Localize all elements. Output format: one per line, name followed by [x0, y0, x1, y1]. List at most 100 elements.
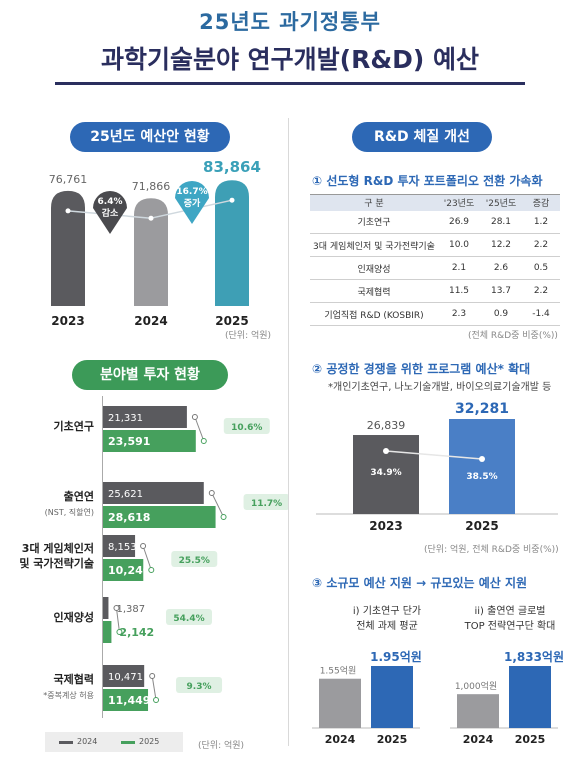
- sector-value-label: 1,387: [116, 604, 145, 615]
- table-row: 기업직접 R&D (KOSBIR) 2.3 0.9 -1.4: [310, 302, 560, 326]
- table-header: '25년도: [480, 194, 522, 211]
- table-cell: 2.6: [480, 256, 522, 280]
- program-share-label: 34.9%: [370, 468, 401, 478]
- table-header: 증감: [522, 194, 560, 211]
- section2-unit: (단위: 억원, 전체 R&D중 비중(%)): [424, 545, 559, 555]
- table-cell: 2.1: [438, 256, 480, 280]
- table-row: 인재양성 2.1 2.6 0.5: [310, 256, 560, 280]
- table-cell: 3대 게임체인저 및 국가전략기술: [310, 233, 438, 257]
- sector-connector: [142, 545, 152, 571]
- budget-year-label: 2025: [215, 314, 248, 328]
- top-research-chart: 1,000억원 2024 1,833억원 2025: [450, 650, 564, 746]
- section3-sub-i-line2: 전체 과제 평균: [356, 621, 418, 632]
- table-cell: 기업직접 R&D (KOSBIR): [310, 302, 438, 326]
- section2-title: ② 공정한 경쟁을 위한 프로그램 예산* 확대: [312, 362, 531, 376]
- program-year-label: 2023: [369, 519, 402, 533]
- sector-bar-2025: [103, 506, 216, 528]
- growth-badge-text: 9.3%: [187, 682, 212, 692]
- section1-title: ① 선도형 R&D 투자 포트폴리오 전환 가속화: [312, 174, 543, 188]
- budget-overview-pill: 25년도 예산안 현황: [70, 122, 230, 152]
- sector-dot-2025: [153, 697, 160, 703]
- table-row: 3대 게임체인저 및 국가전략기술 10.0 12.2 2.2: [310, 233, 560, 257]
- sector-bar-2024: [103, 665, 145, 687]
- sector-category-label: 및 국가전략기술: [19, 556, 94, 570]
- section1-note: (전체 R&D중 비중(%)): [468, 331, 558, 341]
- sector-bar-2024: [103, 535, 136, 557]
- section3-sub-ii-line2: TOP 전략연구단 확대: [464, 621, 556, 632]
- program-trend-dot: [479, 456, 485, 462]
- budget-trend-dot: [229, 197, 235, 203]
- growth-badge-text: 11.7%: [251, 499, 282, 509]
- budget-value-label: 71,866: [132, 180, 171, 193]
- table-cell: -1.4: [522, 302, 560, 326]
- program-share-label: 38.5%: [466, 472, 497, 482]
- growth-badge: [243, 494, 288, 510]
- section3-sub-i: i) 기초연구 단가 전체 과제 평균: [332, 602, 442, 632]
- program-bar-2025: [449, 419, 515, 514]
- sector-value-label: 28,618: [108, 511, 150, 524]
- change-callout-text: 6.4%: [98, 197, 123, 207]
- program-value-label: 26,839: [367, 419, 406, 432]
- budget-value-label: 76,761: [49, 173, 88, 186]
- table-cell: 1.2: [522, 210, 560, 234]
- growth-badge-text: 25.5%: [179, 556, 210, 566]
- budget-bar-2025: [215, 180, 249, 306]
- section3-sub-ii-line1: ii) 출연연 글로벌: [474, 606, 546, 617]
- sector-investment-chart: 기초연구 21,331 23,591 10.6% 출연연 (NST, 직할연) 25,621…: [19, 406, 288, 711]
- sector-category-sublabel: (NST, 직할연): [45, 507, 94, 517]
- table-cell: 28.1: [480, 210, 522, 234]
- table-row: 국제협력 11.5 13.7 2.2: [310, 279, 560, 303]
- section3-sub-i-line1: i) 기초연구 단가: [352, 606, 422, 617]
- budget-unit-note: (단위: 억원): [225, 331, 272, 341]
- sector-category-label: 기초연구: [54, 419, 94, 433]
- growth-badge-text: 10.6%: [231, 423, 262, 433]
- sector-value-label: 25,621: [108, 489, 143, 500]
- program-budget-chart: 26,839 2023 34.9% 32,281 2025 38.5%: [316, 401, 558, 533]
- section2-note: *개인기초연구, 나노기술개발, 바이오의료기술개발 등: [328, 382, 552, 393]
- change-callout-bubble: [175, 181, 209, 224]
- small-bar-2025: [509, 666, 551, 728]
- sector-investment-pill: 분야별 투자 현황: [72, 360, 228, 390]
- sector-dot-2025: [220, 514, 227, 520]
- sector-category-label: 인재양성: [54, 610, 94, 624]
- small-bar-2024: [457, 694, 499, 728]
- sector-category-label: 출연연: [64, 489, 94, 503]
- budget-trend-dot: [148, 215, 154, 221]
- sector-unit-note: (단위: 억원): [198, 741, 245, 751]
- sector-connector: [115, 607, 120, 633]
- sector-dot-2025: [116, 629, 123, 635]
- sector-category-sublabel: *중복계상 허용: [43, 690, 94, 700]
- sector-bar-2024: [103, 597, 109, 619]
- table-cell: 2.3: [438, 302, 480, 326]
- budget-bar-2024: [134, 198, 168, 306]
- small-year-label: 2024: [463, 733, 494, 746]
- budget-overview-chart: 76,761 2023 71,866 2024 83,864 2025 6.4%감소 16.7…: [49, 158, 261, 328]
- sector-dot-2025: [200, 438, 207, 444]
- sector-dot-2024: [208, 490, 215, 496]
- table-cell: 10.0: [438, 233, 480, 257]
- growth-badge: [223, 418, 270, 434]
- table-cell: 0.9: [480, 302, 522, 326]
- sector-dot-2024: [113, 605, 120, 611]
- growth-badge: [166, 609, 212, 625]
- budget-bar-2023: [51, 190, 85, 306]
- sector-bar-2025: [103, 689, 149, 711]
- small-value-label: 1.95억원: [370, 650, 422, 664]
- table-cell: 인재양성: [310, 256, 438, 280]
- table-row: 기초연구 26.9 28.1 1.2: [310, 210, 560, 234]
- legend-swatch-2024: [59, 741, 73, 744]
- sector-bar-2025: [103, 430, 196, 452]
- budget-year-label: 2023: [51, 314, 84, 328]
- budget-year-label: 2024: [134, 314, 167, 328]
- header-subtitle: 25년도 과기정통부: [199, 10, 381, 34]
- unit-cost-chart: 1.55억원 2024 1.95억원 2025: [312, 650, 422, 746]
- program-value-label: 32,281: [455, 401, 509, 417]
- program-year-label: 2025: [465, 519, 498, 533]
- budget-value-label: 83,864: [203, 158, 261, 176]
- sector-bar-2024: [103, 406, 187, 428]
- table-cell: 2.2: [522, 279, 560, 303]
- section3-sub-ii: ii) 출연연 글로벌 TOP 전략연구단 확대: [450, 602, 570, 632]
- small-value-label: 1.55억원: [320, 665, 357, 677]
- small-value-label: 1,000억원: [455, 680, 497, 692]
- legend-swatch-2025: [121, 741, 135, 744]
